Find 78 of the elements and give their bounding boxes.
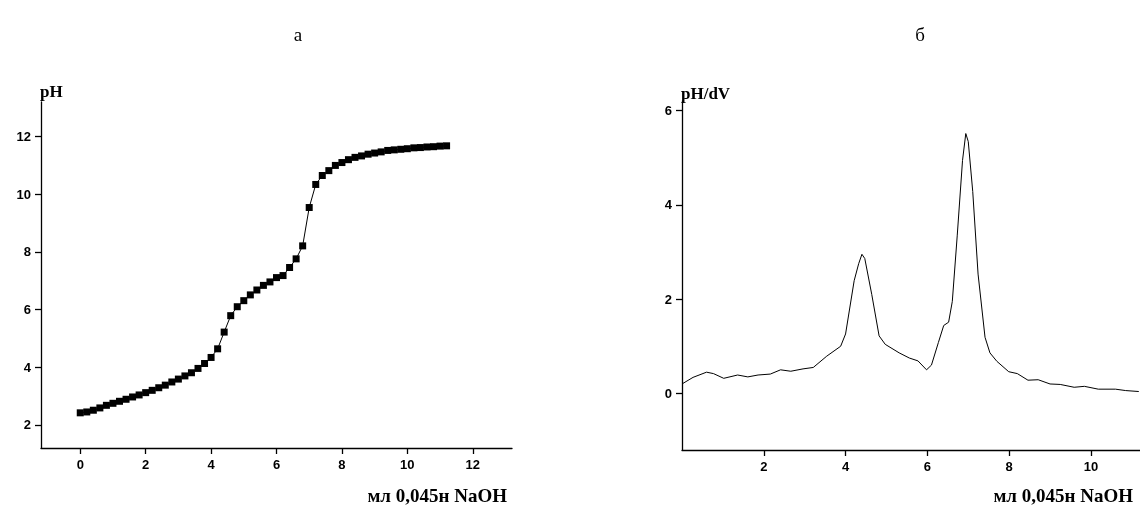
y-tick-label: 12: [16, 129, 31, 145]
point: [240, 297, 248, 305]
x-axis-title: мл 0,045н NaOH: [993, 485, 1134, 506]
point: [384, 146, 392, 154]
point: [299, 242, 307, 250]
point: [325, 167, 333, 175]
point: [292, 255, 300, 263]
point: [174, 375, 182, 383]
y-tick-label: 0: [664, 385, 672, 401]
point: [83, 408, 91, 416]
point: [286, 264, 294, 271]
point: [344, 156, 352, 164]
point: [187, 369, 195, 377]
point: [122, 395, 130, 403]
point: [102, 401, 110, 409]
point: [227, 312, 235, 320]
point: [194, 364, 202, 372]
y-tick-label: 6: [23, 302, 31, 318]
point: [312, 180, 320, 188]
x-tick-label: 2: [142, 457, 150, 472]
point: [220, 328, 228, 336]
x-tick-label: 10: [1083, 459, 1099, 474]
chart-title: а: [293, 24, 303, 45]
point: [214, 345, 222, 353]
chart-title: б: [915, 24, 925, 45]
point: [181, 372, 189, 380]
point: [410, 144, 418, 152]
point: [305, 204, 313, 212]
x-tick-label: 6: [923, 459, 931, 474]
point: [259, 281, 267, 289]
point: [338, 159, 346, 167]
point: [279, 272, 287, 280]
point: [148, 386, 156, 394]
point: [273, 274, 280, 282]
point: [358, 152, 366, 160]
x-tick-label: 10: [400, 457, 415, 472]
point: [371, 149, 379, 157]
y-tick-label: 8: [23, 244, 31, 260]
point: [331, 161, 339, 169]
point: [397, 145, 405, 153]
x-tick-label: 6: [272, 457, 281, 472]
y-tick-label: 6: [664, 102, 672, 118]
point: [155, 384, 163, 392]
point: [423, 143, 431, 151]
point: [89, 406, 97, 414]
point: [116, 397, 123, 405]
x-tick-label: 8: [1005, 459, 1013, 474]
point: [168, 378, 176, 386]
y-tick-label: 4: [664, 197, 673, 213]
y-tick-label: 10: [16, 186, 31, 202]
point: [129, 393, 137, 401]
point: [201, 360, 209, 368]
point: [443, 142, 451, 150]
x-tick-label: 8: [338, 457, 346, 472]
point: [142, 389, 150, 397]
y-tick-label: 4: [23, 359, 32, 375]
point: [161, 381, 169, 389]
point: [96, 404, 104, 412]
point: [207, 353, 215, 361]
point: [135, 391, 143, 399]
y-axis-title: pH/dV: [681, 84, 731, 103]
point: [430, 143, 437, 151]
point: [266, 278, 274, 286]
point: [233, 303, 241, 311]
y-tick-label: 2: [664, 291, 672, 307]
x-tick-label: 4: [207, 457, 216, 472]
point: [351, 153, 359, 161]
y-axis-title: pH: [40, 82, 63, 101]
point: [253, 286, 261, 294]
point: [246, 291, 254, 299]
x-tick-label: 0: [76, 457, 84, 472]
y-tick-label: 2: [23, 417, 31, 433]
x-tick-label: 2: [760, 459, 768, 474]
x-tick-label: 12: [465, 457, 480, 472]
x-axis-title: мл 0,045н NaOH: [367, 485, 508, 506]
point: [109, 399, 117, 407]
x-tick-label: 4: [841, 459, 850, 474]
point: [318, 172, 326, 180]
